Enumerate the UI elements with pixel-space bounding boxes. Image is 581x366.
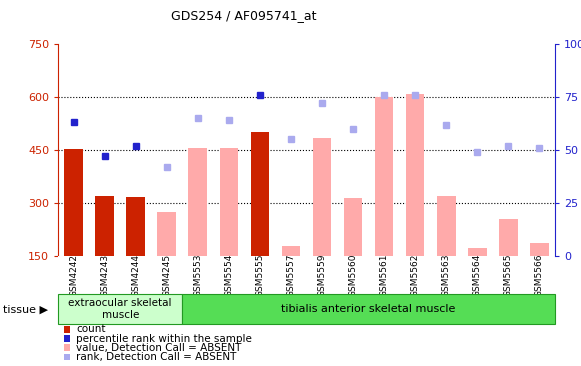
Bar	[157, 212, 176, 256]
Bar	[499, 219, 518, 256]
Bar	[344, 198, 363, 256]
Bar	[375, 97, 393, 256]
Text: GSM5561: GSM5561	[379, 254, 389, 297]
Text: tissue ▶: tissue ▶	[3, 304, 48, 314]
Bar	[468, 249, 486, 256]
Text: GSM5564: GSM5564	[473, 254, 482, 297]
Bar	[282, 246, 300, 256]
Text: GSM4243: GSM4243	[100, 254, 109, 297]
Text: GDS254 / AF095741_at: GDS254 / AF095741_at	[171, 9, 317, 22]
Bar	[58, 294, 182, 324]
Text: GSM5562: GSM5562	[411, 254, 419, 297]
Bar	[313, 138, 331, 256]
Text: GSM5559: GSM5559	[317, 254, 327, 297]
Text: rank, Detection Call = ABSENT: rank, Detection Call = ABSENT	[76, 352, 236, 362]
Bar	[182, 294, 555, 324]
Bar	[95, 196, 114, 256]
Text: GSM5557: GSM5557	[286, 254, 296, 297]
Text: GSM5553: GSM5553	[193, 254, 202, 297]
Bar	[127, 197, 145, 256]
Bar	[220, 148, 238, 256]
Text: GSM4242: GSM4242	[69, 254, 78, 297]
Text: GSM5554: GSM5554	[224, 254, 234, 297]
Bar	[530, 243, 548, 256]
Text: tibialis anterior skeletal muscle: tibialis anterior skeletal muscle	[281, 304, 456, 314]
Bar	[188, 148, 207, 256]
Bar	[437, 196, 456, 256]
Bar	[250, 132, 269, 256]
Text: value, Detection Call = ABSENT: value, Detection Call = ABSENT	[76, 343, 241, 353]
Text: GSM5565: GSM5565	[504, 254, 513, 297]
Text: GSM5566: GSM5566	[535, 254, 544, 297]
Text: GSM4244: GSM4244	[131, 254, 140, 297]
Text: extraocular skeletal
muscle: extraocular skeletal muscle	[69, 298, 172, 320]
Text: GSM4245: GSM4245	[162, 254, 171, 297]
Text: count: count	[76, 324, 106, 335]
Text: percentile rank within the sample: percentile rank within the sample	[76, 333, 252, 344]
Text: GSM5560: GSM5560	[349, 254, 357, 297]
Bar	[406, 94, 425, 256]
Bar	[64, 149, 83, 256]
Text: GSM5555: GSM5555	[256, 254, 264, 297]
Text: GSM5563: GSM5563	[442, 254, 451, 297]
